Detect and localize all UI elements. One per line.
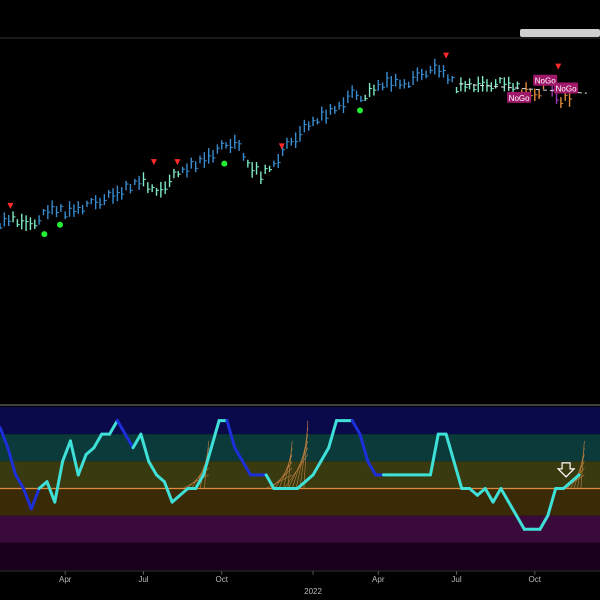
osc-segment: [264, 473, 276, 490]
osc-segment: [14, 473, 25, 490]
osc-segment: [546, 487, 558, 518]
sell-marker: [278, 143, 285, 150]
x-tick-label: 2022: [304, 587, 322, 596]
osc-segment: [475, 487, 487, 497]
osc-segment: [115, 419, 127, 436]
osc-segment: [241, 459, 252, 477]
osc-segment: [499, 487, 511, 504]
osc-segment: [131, 432, 143, 450]
osc-segment: [170, 493, 182, 504]
osc-segment: [6, 446, 18, 477]
nogo-label-bg: [554, 82, 579, 94]
osc-segment: [201, 446, 213, 477]
osc-segment: [483, 487, 495, 504]
osc-segment: [225, 419, 237, 450]
osc-segment: [92, 432, 104, 450]
osc-segment: [311, 459, 323, 477]
osc-band: [0, 515, 600, 543]
x-tick-label: Apr: [59, 575, 72, 584]
scrollbar-thumb[interactable]: [520, 29, 600, 37]
x-tick-label: Jul: [138, 575, 148, 584]
sell-marker: [150, 159, 157, 166]
osc-segment: [123, 432, 135, 450]
sell-marker: [174, 159, 181, 166]
osc-segment: [327, 419, 339, 450]
osc-segment: [233, 446, 245, 463]
osc-hatch: [303, 420, 309, 489]
x-tick-label: Jul: [451, 575, 461, 584]
osc-band: [0, 488, 600, 516]
osc-segment: [358, 432, 370, 463]
x-tick-label: Oct: [529, 575, 542, 584]
osc-segment: [45, 480, 57, 504]
osc-segment: [468, 487, 479, 497]
osc-segment: [507, 500, 519, 518]
osc-segment: [194, 473, 205, 490]
osc-segment: [53, 459, 65, 504]
osc-segment: [21, 487, 33, 511]
osc-segment: [84, 446, 96, 457]
nogo-label: NoGo: [556, 85, 577, 94]
osc-hatch: [299, 427, 309, 489]
sell-marker: [7, 202, 14, 209]
osc-segment: [452, 459, 464, 490]
osc-segment: [428, 432, 440, 477]
osc-segment: [162, 480, 174, 504]
nogo-label-bg: [533, 74, 558, 86]
osc-hatch: [580, 440, 585, 489]
osc-hatch: [278, 454, 293, 489]
x-tick-label: Apr: [372, 575, 385, 584]
osc-segment: [303, 473, 315, 484]
x-axis: Apr Jul Oct 2022 Apr Jul Oct: [0, 570, 600, 596]
osc-segment: [491, 487, 503, 504]
osc-hatch: [287, 440, 293, 489]
osc-segment: [147, 459, 159, 477]
buy-marker: [41, 231, 48, 238]
osc-segment: [538, 514, 550, 531]
osc-segment: [61, 439, 72, 463]
osc-segment: [350, 419, 362, 436]
osc-segment: [319, 446, 331, 463]
osc-segment: [68, 439, 80, 477]
down-arrow-icon: [556, 462, 576, 478]
nogo-label: NoGo: [535, 77, 556, 86]
nogo-label: NoGo: [509, 94, 530, 103]
osc-segment: [209, 419, 221, 450]
osc-segment: [139, 432, 151, 463]
osc-band: [0, 407, 600, 435]
sell-marker: [555, 63, 562, 70]
osc-band: [0, 542, 600, 570]
osc-segment: [37, 480, 49, 490]
osc-segment: [29, 487, 41, 511]
osc-segment: [515, 514, 526, 531]
osc-segment: [561, 480, 573, 490]
osc-hatch: [274, 461, 293, 489]
buy-marker: [57, 221, 63, 228]
x-tick-label: Oct: [216, 575, 229, 584]
osc-segment: [444, 432, 456, 463]
osc-segment: [76, 453, 88, 477]
buy-marker: [221, 160, 228, 167]
osc-segment: [108, 419, 119, 436]
osc-segment: [295, 480, 307, 490]
oscillator-panel: [0, 407, 600, 570]
osc-segment: [366, 459, 378, 477]
sell-marker: [443, 52, 450, 59]
osc-segment: [0, 425, 10, 450]
osc-segment: [178, 487, 190, 497]
buy-marker: [357, 107, 363, 114]
nogo-label-bg: [507, 91, 532, 103]
osc-hatch: [573, 454, 585, 489]
osc-segment: [569, 473, 581, 484]
osc-segment: [155, 473, 166, 484]
osc-band: [0, 434, 600, 462]
